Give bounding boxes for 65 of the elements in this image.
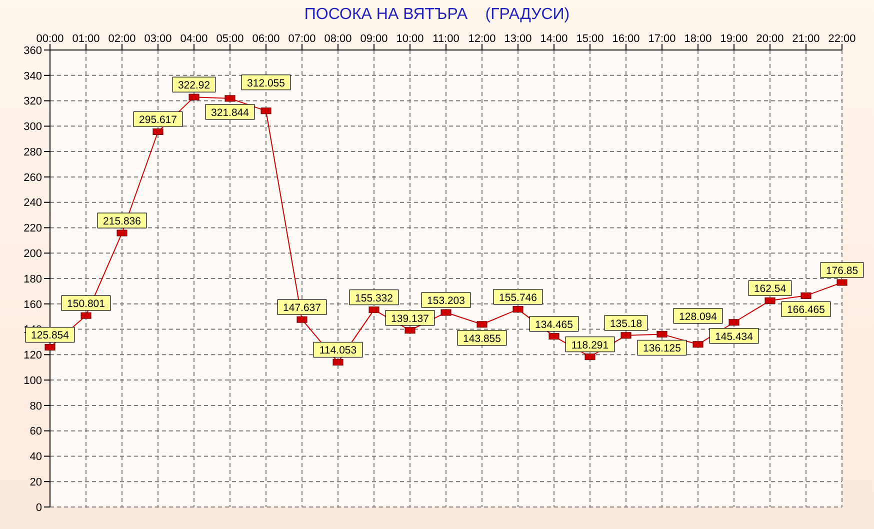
data-label: 150.801 [67,298,106,310]
data-label: 145.434 [715,330,754,343]
data-label: 295.617 [139,114,178,126]
x-tick-label: 05:00 [216,33,244,45]
y-tick-label: 120 [24,350,42,362]
x-tick-label: 08:00 [324,33,352,45]
x-tick-label: 10:00 [396,33,424,45]
x-tick-label: 00:00 [36,33,64,45]
x-tick-label: 15:00 [576,33,604,45]
data-label: 139.137 [391,312,430,325]
y-tick-label: 220 [24,222,42,235]
data-label: 312.055 [247,77,286,90]
chart-title: ПОСОКА НА ВЯТЪРА (ГРАДУСИ) [303,6,571,24]
x-tick-label: 20:00 [756,33,784,45]
x-tick-label: 22:00 [828,33,856,45]
data-label: 176.85 [826,265,858,277]
y-tick-label: 40 [30,451,42,464]
data-label: 155.746 [499,292,538,304]
y-tick-label: 80 [30,400,42,412]
x-tick-label: 07:00 [288,33,316,45]
data-label: 162.54 [754,283,786,296]
y-tick-label: 360 [24,44,42,57]
y-tick-label: 340 [24,70,42,82]
data-label: 136.125 [643,342,682,355]
data-label: 147.637 [283,302,322,314]
y-tick-label: 180 [24,273,42,286]
y-tick-label: 60 [30,426,42,438]
data-label: 118.291 [571,339,609,352]
x-tick-label: 17:00 [648,33,676,45]
data-label: 322.92 [178,80,210,92]
y-tick-label: 300 [24,121,42,134]
x-tick-label: 11:00 [432,33,460,45]
x-tick-label: 16:00 [612,33,640,45]
data-label: 321.844 [211,106,250,119]
y-tick-label: 280 [24,146,42,158]
data-label: 143.855 [463,332,502,345]
x-tick-label: 04:00 [180,33,208,45]
x-tick-label: 19:00 [720,33,748,45]
x-tick-label: 09:00 [360,33,388,45]
x-tick-label: 21:00 [792,33,820,45]
data-label: 135.18 [610,318,642,330]
x-tick-label: 18:00 [684,33,712,45]
data-label: 153.203 [427,295,466,308]
data-label: 166.465 [787,304,826,316]
y-tick-label: 200 [24,248,42,260]
y-tick-label: 260 [24,172,42,184]
x-tick-label: 01:00 [72,33,100,45]
y-tick-label: 320 [24,96,42,108]
x-tick-label: 06:00 [252,33,280,45]
data-label: 215.836 [103,216,142,228]
y-tick-label: 240 [24,197,42,210]
data-label: 134.465 [535,318,574,331]
x-tick-label: 12:00 [468,33,496,45]
data-label: 128.094 [679,310,718,323]
y-tick-label: 20 [30,476,42,489]
data-label: 125.854 [31,330,70,342]
y-tick-label: 0 [36,502,42,514]
x-tick-label: 13:00 [504,33,532,45]
x-tick-label: 14:00 [540,33,568,45]
x-tick-label: 03:00 [144,33,172,45]
y-tick-label: 160 [24,298,42,311]
data-label: 155.332 [355,292,394,304]
y-tick-label: 100 [24,374,42,387]
x-tick-label: 02:00 [108,33,136,45]
data-label: 114.053 [319,344,357,357]
